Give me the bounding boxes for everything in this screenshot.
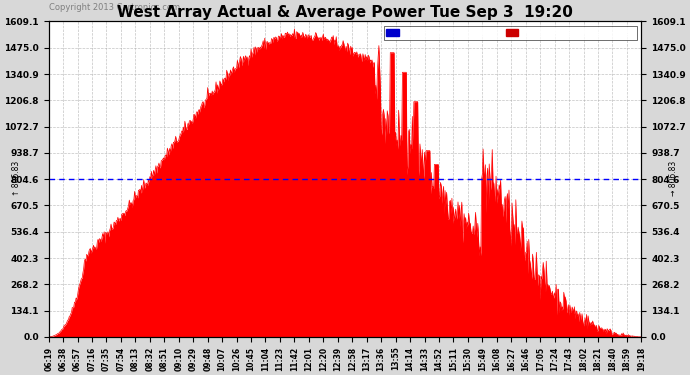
- Text: ↑ 806.83: ↑ 806.83: [12, 161, 21, 196]
- Legend: Average  (DC Watts), West Array  (DC Watts): Average (DC Watts), West Array (DC Watts…: [384, 26, 637, 40]
- Title: West Array Actual & Average Power Tue Sep 3  19:20: West Array Actual & Average Power Tue Se…: [117, 5, 573, 20]
- Text: → 806.83: → 806.83: [669, 161, 678, 196]
- Text: Copyright 2013 Cartronics.com: Copyright 2013 Cartronics.com: [48, 3, 180, 12]
